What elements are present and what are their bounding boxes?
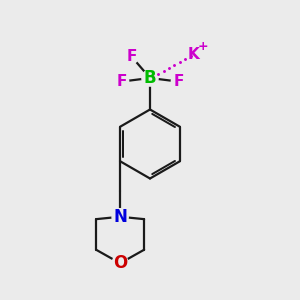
Text: K: K xyxy=(188,46,200,62)
Text: +: + xyxy=(197,40,208,53)
Text: B: B xyxy=(144,69,156,87)
Circle shape xyxy=(124,49,139,64)
Text: N: N xyxy=(113,208,127,226)
Circle shape xyxy=(114,74,129,89)
Text: F: F xyxy=(173,74,184,89)
Circle shape xyxy=(112,209,128,225)
Circle shape xyxy=(112,255,128,272)
Circle shape xyxy=(171,74,186,89)
Circle shape xyxy=(142,70,158,86)
Text: F: F xyxy=(126,49,136,64)
Text: F: F xyxy=(116,74,127,89)
Text: O: O xyxy=(113,254,127,272)
